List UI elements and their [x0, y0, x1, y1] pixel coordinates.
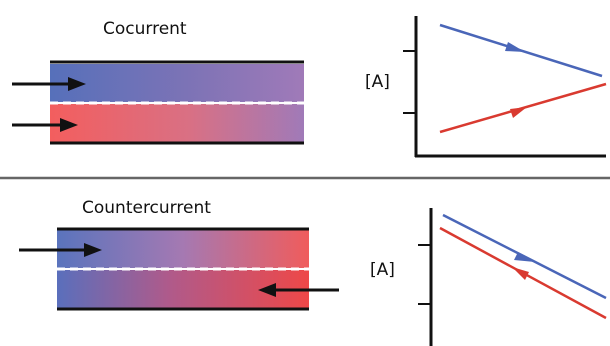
cocurrent-ylabel: [A] — [365, 72, 390, 92]
cocurrent-blue-direction-arrow — [505, 42, 525, 52]
countercurrent-blue-direction-arrow — [514, 252, 535, 262]
countercurrent-bottom-inlet-arrow — [258, 283, 339, 297]
countercurrent-red-direction-arrow — [512, 267, 529, 280]
cocurrent-bottom-inlet-arrow — [12, 118, 78, 132]
cocurrent-top-channel — [50, 64, 304, 102]
cocurrent-title: Cocurrent — [103, 19, 187, 39]
countercurrent-ylabel: [A] — [370, 260, 395, 280]
countercurrent-title: Countercurrent — [82, 198, 211, 218]
countercurrent-exchanger — [19, 227, 339, 311]
cocurrent-panel: Cocurrent [A] — [12, 16, 607, 158]
countercurrent-panel: Countercurrent [A] — [19, 198, 607, 346]
cocurrent-bottom-channel — [50, 104, 304, 142]
cocurrent-exchanger — [12, 60, 304, 145]
countercurrent-top-inlet-arrow — [19, 243, 102, 257]
cocurrent-chart — [403, 16, 607, 158]
countercurrent-chart — [418, 208, 607, 346]
cocurrent-red-direction-arrow — [510, 107, 527, 118]
cocurrent-top-inlet-arrow — [12, 77, 86, 91]
